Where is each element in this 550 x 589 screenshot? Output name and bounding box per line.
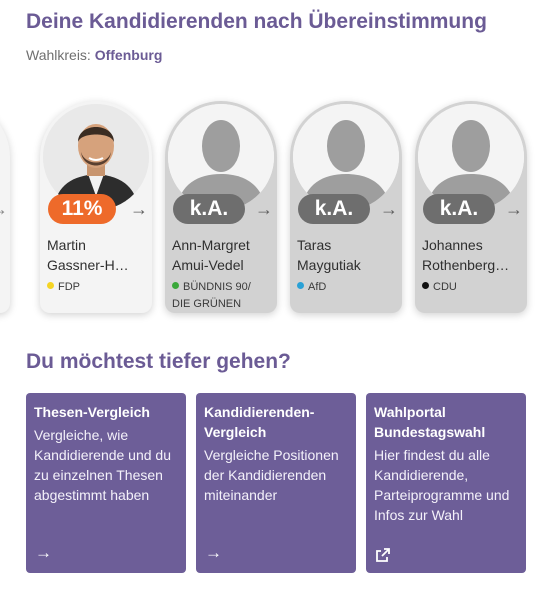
section-title: Du möchtest tiefer gehen? (26, 350, 291, 373)
placeholder-avatar-icon (293, 104, 399, 210)
tile-wahlportal[interactable]: Wahlportal Bundestagswahl Hier findest d… (366, 393, 526, 573)
tile-text: Vergleiche Positionen der Kandidierenden… (204, 447, 339, 503)
candidate-card[interactable]: k.A. → Ann-Margret Amui-Vedel BÜNDNIS 90… (165, 101, 277, 313)
placeholder-avatar-icon (168, 104, 274, 210)
match-badge: k.A. (173, 194, 245, 224)
match-badge: k.A. (423, 194, 495, 224)
tile-text: Hier findest du alle Kandidierende, Part… (374, 447, 510, 523)
arrow-right-icon: → (35, 543, 52, 562)
party-color-dot (297, 282, 304, 289)
party-label: CDU (422, 279, 522, 296)
candidate-name: Johannes Rothenberg… (422, 237, 510, 273)
party-color-dot (422, 282, 429, 289)
candidate-name: Taras Maygutiak (297, 237, 361, 273)
candidate-card[interactable]: k.A. → Taras Maygutiak AfD (290, 101, 402, 313)
candidate-name: Martin Gassner-H… (47, 237, 129, 273)
wahlkreis-label: Wahlkreis: (26, 47, 91, 63)
arrow-right-icon: → (130, 199, 148, 219)
external-link-icon (375, 545, 391, 563)
tile-text: Vergleiche, wie Kandidierende und du zu … (34, 427, 172, 503)
tile-title: Thesen-Vergleich (34, 404, 150, 420)
party-label: AfD (297, 279, 397, 296)
arrow-right-icon: → (380, 199, 398, 219)
page-title: Deine Kandidierenden nach Übereinstimmun… (26, 10, 487, 33)
arrow-right-icon: → (205, 543, 222, 562)
candidate-card[interactable]: k.A. → Johannes Rothenberg… CDU (415, 101, 527, 313)
wahlkreis-value: Offenburg (94, 47, 163, 63)
candidate-card-previous[interactable]: → (0, 101, 10, 313)
match-badge: k.A. (298, 194, 370, 224)
tile-kandidierenden-vergleich[interactable]: Kandidierenden-Vergleich Vergleiche Posi… (196, 393, 356, 573)
party-label: BÜNDNIS 90/ DIE GRÜNEN (172, 281, 251, 310)
wahlkreis-line: Wahlkreis: Offenburg (26, 47, 162, 63)
candidate-carousel[interactable]: → 11% → Martin Gassner-H… FDP (0, 95, 550, 325)
tile-title: Kandidierenden-Vergleich (204, 404, 315, 440)
match-badge: 11% (48, 194, 116, 224)
arrow-right-icon: → (255, 199, 273, 219)
candidate-photo (43, 104, 149, 210)
candidate-name: Ann-Margret Amui-Vedel (172, 237, 250, 273)
party-color-dot (47, 282, 54, 289)
candidate-card[interactable]: 11% → Martin Gassner-H… FDP (40, 101, 152, 313)
tile-title: Wahlportal Bundestagswahl (374, 404, 486, 440)
party-label: FDP (47, 279, 147, 296)
placeholder-avatar-icon (418, 104, 524, 210)
tile-thesen-vergleich[interactable]: Thesen-Vergleich Vergleiche, wie Kandidi… (26, 393, 186, 573)
party-color-dot (172, 282, 179, 289)
arrow-right-icon: → (505, 199, 523, 219)
arrow-right-icon: → (0, 197, 8, 221)
